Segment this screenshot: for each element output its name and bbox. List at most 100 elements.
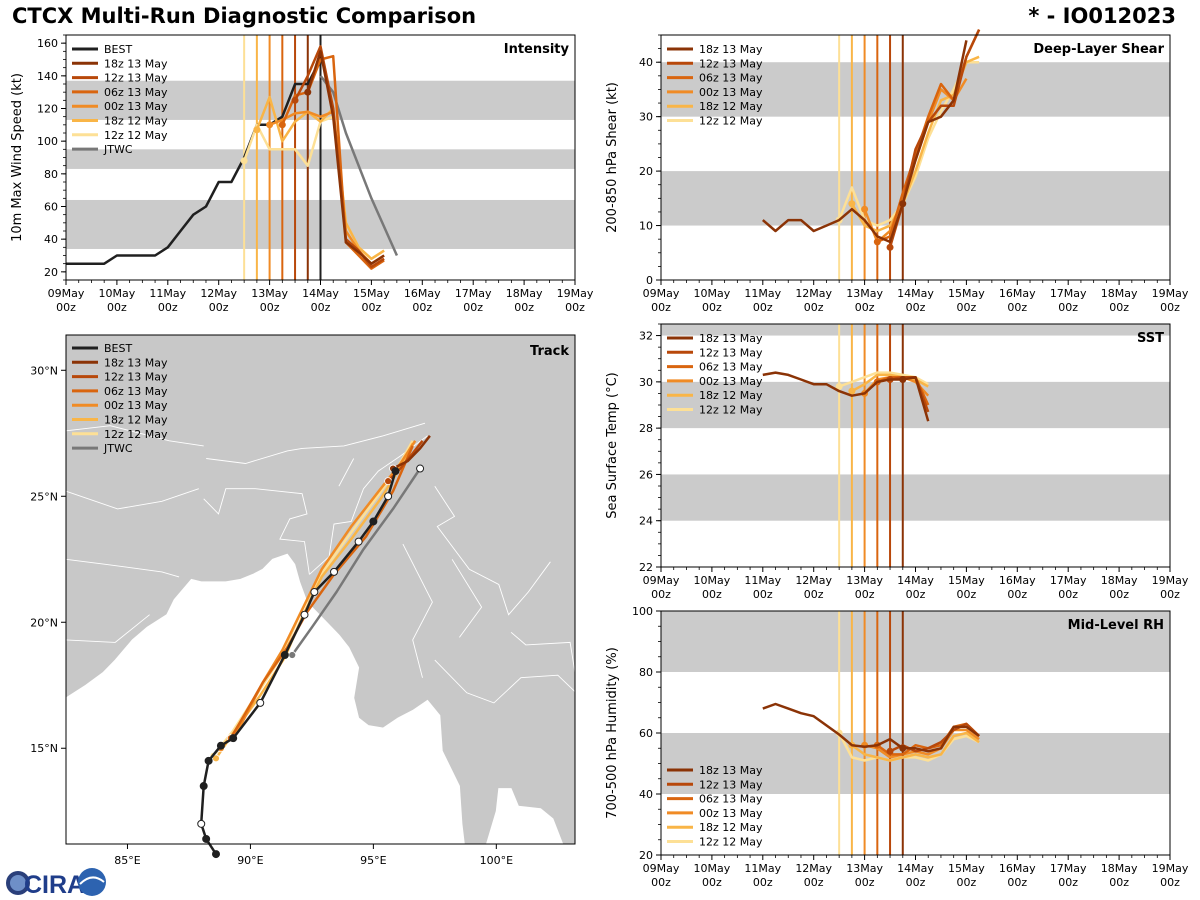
sst-xtick-day: 12May: [795, 574, 832, 587]
track-best-point: [211, 850, 220, 859]
intensity-xtick-day: 16May: [404, 287, 441, 300]
intensity-legend-label: JTWC: [103, 143, 133, 156]
rh-xtick-hour: 00z: [1007, 876, 1027, 889]
sst-series-marker: [848, 387, 856, 395]
sst-xtick-hour: 00z: [753, 588, 773, 601]
shear-series-marker: [861, 205, 869, 213]
intensity-xtick-day: 11May: [149, 287, 186, 300]
logo-badge-icon: [78, 868, 106, 896]
rh-xtick-hour: 00z: [1058, 876, 1078, 889]
intensity-xtick-day: 18May: [506, 287, 543, 300]
storm-id: * - IO012023: [1028, 4, 1176, 28]
shear-xtick-day: 12May: [795, 287, 832, 300]
intensity-ytick-label: 140: [37, 70, 58, 83]
rh-series-line: [762, 702, 980, 753]
figure-title: CTCX Multi-Run Diagnostic Comparison: [12, 4, 477, 28]
track-best-point: [204, 756, 213, 765]
track-legend-label: 18z 13 May: [104, 356, 168, 369]
shear-ylabel: 200-850 hPa Shear (kt): [605, 82, 620, 233]
track-border-line: [65, 488, 199, 510]
intensity-series-marker: [240, 157, 248, 165]
shear-band: [661, 62, 1170, 117]
shear-xtick-day: 11May: [744, 287, 781, 300]
intensity-xtick-hour: 00z: [565, 301, 585, 314]
shear-xtick-hour: 00z: [1058, 301, 1078, 314]
rh-xtick-day: 19May: [1152, 862, 1189, 875]
rh-ytick-label: 80: [639, 666, 653, 679]
track-xtick-label: 100°E: [480, 854, 513, 867]
intensity-xtick-hour: 00z: [158, 301, 178, 314]
intensity-xtick-day: 17May: [455, 287, 492, 300]
shear-series-line: [761, 40, 968, 244]
track-jtwc-end-point: [416, 464, 425, 473]
intensity-panel-label: Intensity: [504, 42, 570, 57]
shear-series-marker: [873, 238, 881, 246]
intensity-xtick-day: 10May: [99, 287, 136, 300]
sst-xtick-hour: 00z: [906, 588, 926, 601]
rh-xtick-hour: 00z: [753, 876, 773, 889]
intensity-xtick-hour: 00z: [362, 301, 382, 314]
track-best-point: [216, 741, 225, 750]
rh-xtick-hour: 00z: [651, 876, 671, 889]
track-best-point: [369, 517, 378, 526]
intensity-ytick-label: 60: [44, 201, 58, 214]
track-ytick-label: 15°N: [30, 742, 58, 755]
intensity-xtick-hour: 00z: [514, 301, 534, 314]
intensity-legend-label: 12z 13 May: [104, 72, 168, 85]
intensity-xtick-hour: 00z: [209, 301, 229, 314]
rh-legend-label: 06z 13 May: [699, 793, 763, 806]
rh-legend-label: 18z 13 May: [699, 764, 763, 777]
track-best-point: [229, 734, 238, 743]
track-best-point: [202, 834, 211, 843]
rh-xtick-hour: 00z: [702, 876, 722, 889]
sst-xtick-day: 17May: [1050, 574, 1087, 587]
logo-swoosh-icon: [79, 876, 105, 885]
shear-xtick-hour: 00z: [906, 301, 926, 314]
rh-xtick-day: 13May: [846, 862, 883, 875]
intensity-xtick-hour: 00z: [107, 301, 127, 314]
sst-xtick-day: 16May: [999, 574, 1036, 587]
sst-xtick-day: 13May: [846, 574, 883, 587]
intensity-xtick-hour: 00z: [311, 301, 331, 314]
intensity-legend-label: 12z 12 May: [104, 129, 168, 142]
track-border-line: [434, 485, 551, 616]
track-border-line: [65, 425, 204, 447]
intensity-legend-label: 18z 12 May: [104, 115, 168, 128]
shear-legend-label: 12z 13 May: [699, 57, 763, 70]
sst-ytick-label: 32: [639, 330, 653, 343]
sst-ytick-label: 30: [639, 376, 653, 389]
track-border-line: [451, 559, 483, 638]
rh-xtick-day: 14May: [897, 862, 934, 875]
rh-ytick-label: 60: [639, 727, 653, 740]
rh-xtick-day: 09May: [643, 862, 680, 875]
rh-legend-label: 12z 13 May: [699, 778, 763, 791]
intensity-legend-label: 18z 13 May: [104, 57, 168, 70]
track-legend-label: JTWC: [103, 442, 133, 455]
shear-xtick-hour: 00z: [1109, 301, 1129, 314]
track-border-line: [510, 631, 576, 673]
shear-ytick-label: 30: [639, 111, 653, 124]
intensity-xtick-day: 14May: [302, 287, 339, 300]
shear-xtick-day: 10May: [694, 287, 731, 300]
track-line: [392, 435, 431, 470]
track-border-line: [402, 543, 433, 678]
track-ytick-label: 25°N: [30, 490, 58, 503]
shear-xtick-day: 17May: [1050, 287, 1087, 300]
sst-xtick-hour: 00z: [1160, 588, 1180, 601]
rh-xtick-day: 10May: [694, 862, 731, 875]
shear-xtick-hour: 00z: [957, 301, 977, 314]
shear-xtick-hour: 00z: [855, 301, 875, 314]
intensity-xtick-day: 12May: [200, 287, 237, 300]
intensity-ytick-label: 80: [44, 168, 58, 181]
sst-ytick-label: 26: [639, 468, 653, 481]
track-best-point: [330, 567, 339, 576]
shear-panel-label: Deep-Layer Shear: [1033, 42, 1164, 57]
sst-legend-label: 06z 13 May: [699, 361, 763, 374]
sst-panel-label: SST: [1137, 331, 1164, 346]
track-best-point: [280, 651, 289, 660]
shear-series-marker: [886, 243, 894, 251]
intensity-series-line: [306, 50, 385, 265]
sst-xtick-day: 10May: [694, 574, 731, 587]
sst-xtick-hour: 00z: [804, 588, 824, 601]
